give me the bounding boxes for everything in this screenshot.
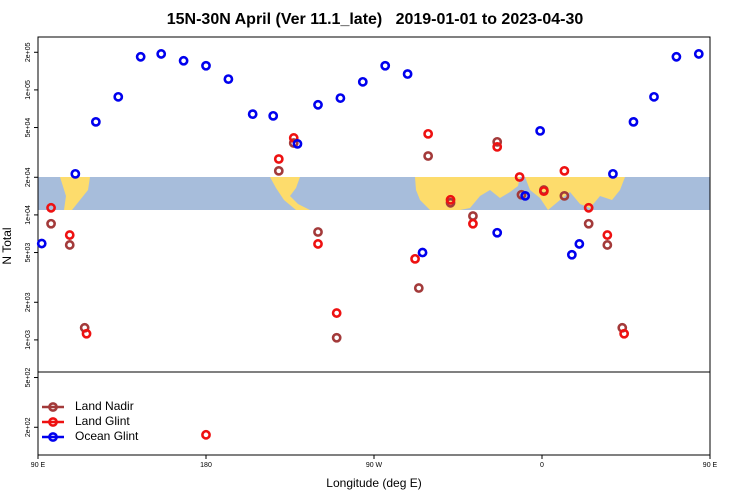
x-tick-label: 90 E	[703, 462, 718, 469]
point	[410, 253, 420, 264]
legend-marker	[48, 432, 58, 442]
y-tick-label: 2e+02	[25, 417, 32, 437]
x-axis-label: Longitude (deg E)	[326, 476, 421, 490]
point	[538, 186, 549, 197]
point	[514, 172, 525, 182]
point	[313, 227, 323, 237]
plot-frame	[37, 36, 711, 456]
point	[273, 165, 284, 176]
point	[693, 49, 704, 59]
point	[520, 190, 531, 201]
x-tick-label: 0	[540, 462, 544, 469]
point	[492, 136, 503, 147]
y-tick-label: 2e+05	[25, 42, 32, 62]
point	[445, 194, 456, 205]
y-tick-label: 1e+05	[25, 80, 32, 100]
x-tick-label: 90 W	[366, 462, 383, 469]
legend-label: Land Glint	[75, 414, 130, 428]
y-tick-label: 5e+02	[25, 368, 32, 388]
point	[402, 69, 413, 79]
point	[468, 218, 478, 229]
point	[156, 49, 167, 59]
legend-marker	[48, 402, 58, 412]
chart-title: 15N-30N April (Ver 11.1_late) 2019-01-01…	[167, 11, 584, 28]
point	[535, 125, 546, 136]
x-tick-label: 90 E	[31, 462, 46, 469]
x-tick-label: 180	[200, 462, 212, 469]
point	[64, 230, 75, 240]
y-tick-label: 5e+03	[25, 243, 32, 263]
point	[113, 91, 124, 102]
y-tick-label: 2e+03	[25, 292, 32, 312]
point	[46, 202, 56, 213]
point	[357, 76, 368, 87]
point	[36, 238, 47, 249]
point	[602, 230, 613, 240]
point	[247, 109, 258, 120]
point	[268, 110, 279, 121]
point	[178, 55, 189, 66]
point	[201, 60, 211, 71]
point	[223, 74, 234, 85]
point	[331, 332, 342, 343]
point	[559, 165, 570, 176]
legend-label: Ocean Glint	[75, 429, 139, 443]
point	[331, 308, 342, 318]
point	[417, 247, 428, 258]
y-axis-label: N Total	[0, 227, 14, 264]
legend-label: Land Nadir	[75, 399, 134, 413]
point	[413, 283, 424, 293]
point	[380, 60, 391, 71]
point	[335, 93, 346, 103]
point	[583, 218, 594, 229]
y-tick-label: 2e+04	[25, 167, 32, 187]
point	[423, 128, 434, 139]
map-strip	[38, 177, 710, 210]
point	[273, 154, 284, 164]
point	[492, 141, 503, 152]
point	[619, 328, 630, 339]
point	[602, 240, 613, 250]
point	[671, 51, 682, 62]
point	[81, 328, 92, 339]
point	[135, 51, 146, 62]
point	[608, 168, 618, 179]
legend-marker	[48, 417, 58, 427]
point	[628, 116, 639, 127]
point	[423, 151, 434, 161]
point	[313, 239, 323, 249]
point	[313, 99, 323, 110]
point	[201, 429, 211, 440]
y-tick-label: 1e+03	[25, 330, 32, 350]
y-tick-label: 1e+04	[25, 205, 32, 225]
point	[492, 227, 503, 238]
point	[292, 138, 303, 149]
point	[70, 168, 81, 179]
point	[566, 249, 577, 260]
point	[583, 202, 594, 213]
point	[46, 218, 56, 229]
point	[574, 239, 585, 249]
point	[90, 116, 101, 127]
point	[468, 211, 478, 221]
point	[64, 240, 75, 250]
point	[559, 190, 570, 201]
y-tick-label: 5e+04	[25, 118, 32, 138]
point	[649, 91, 659, 102]
